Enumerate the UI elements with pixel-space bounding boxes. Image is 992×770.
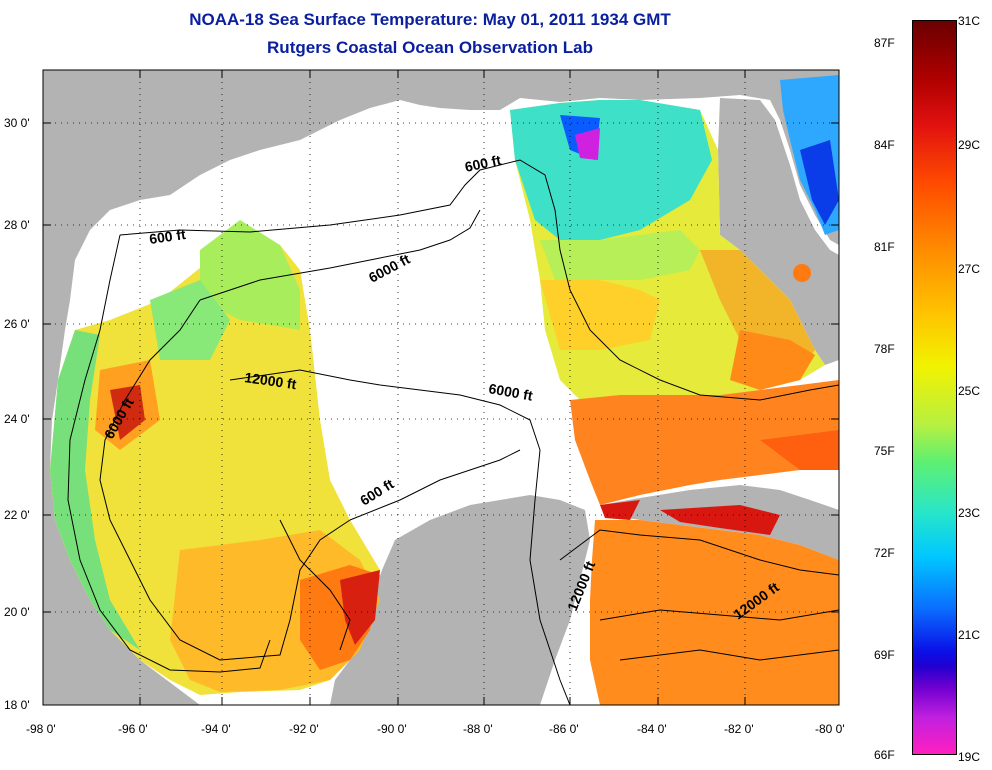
lon-label-90: -90 0'	[377, 722, 407, 736]
contour-label-6000ft-east: 6000 ft	[487, 380, 534, 404]
colorbar-label-23c: 23C	[958, 506, 981, 520]
lon-label-88: -88 0'	[463, 722, 493, 736]
lat-label-18: 18 0'	[4, 698, 30, 712]
map-subtitle: Rutgers Coastal Ocean Observation Lab	[267, 38, 593, 57]
sst-data	[50, 75, 839, 705]
colorbar-label-69f: 69F	[874, 648, 895, 662]
map-title: NOAA-18 Sea Surface Temperature: May 01,…	[189, 10, 671, 29]
colorbar-label-84f: 84F	[874, 138, 895, 152]
colorbar-label-78f: 78F	[874, 342, 895, 356]
colorbar-label-87f: 87F	[874, 36, 895, 50]
graticule	[43, 70, 839, 705]
lat-label-22: 22 0'	[4, 508, 30, 522]
colorbar-label-19c: 19C	[958, 750, 981, 764]
lon-label-94: -94 0'	[201, 722, 231, 736]
contour-label-600ft-west: 600 ft	[148, 226, 187, 247]
colorbar-label-29c: 29C	[958, 138, 981, 152]
lat-label-28: 28 0'	[4, 218, 30, 232]
lon-label-98: -98 0'	[26, 722, 56, 736]
lat-label-20: 20 0'	[4, 605, 30, 619]
contour-label-12000ft-center: 12000 ft	[244, 369, 298, 392]
colorbar-label-81f: 81F	[874, 240, 895, 254]
colorbar-label-25c: 25C	[958, 384, 981, 398]
lon-label-92: -92 0'	[289, 722, 319, 736]
colorbar-label-66f: 66F	[874, 748, 895, 762]
axis-ticks	[43, 70, 839, 705]
lat-label-26: 26 0'	[4, 317, 30, 331]
map-frame	[42, 69, 840, 706]
colorbar-label-31c: 31C	[958, 14, 981, 28]
colorbar-label-75f: 75F	[874, 444, 895, 458]
contour-label-600ft-north: 600 ft	[463, 152, 502, 175]
colorbar-label-72f: 72F	[874, 546, 895, 560]
lat-label-24: 24 0'	[4, 412, 30, 426]
colorbar-label-21c: 21C	[958, 628, 981, 642]
lat-label-30: 30 0'	[4, 116, 30, 130]
depth-contours	[67, 159, 839, 705]
lon-label-80: -80 0'	[815, 722, 845, 736]
lon-label-96: -96 0'	[118, 722, 148, 736]
land	[43, 70, 839, 705]
temperature-colorbar	[912, 20, 957, 755]
lon-label-82: -82 0'	[724, 722, 754, 736]
colorbar-label-27c: 27C	[958, 262, 981, 276]
lon-label-84: -84 0'	[637, 722, 667, 736]
lon-label-86: -86 0'	[549, 722, 579, 736]
